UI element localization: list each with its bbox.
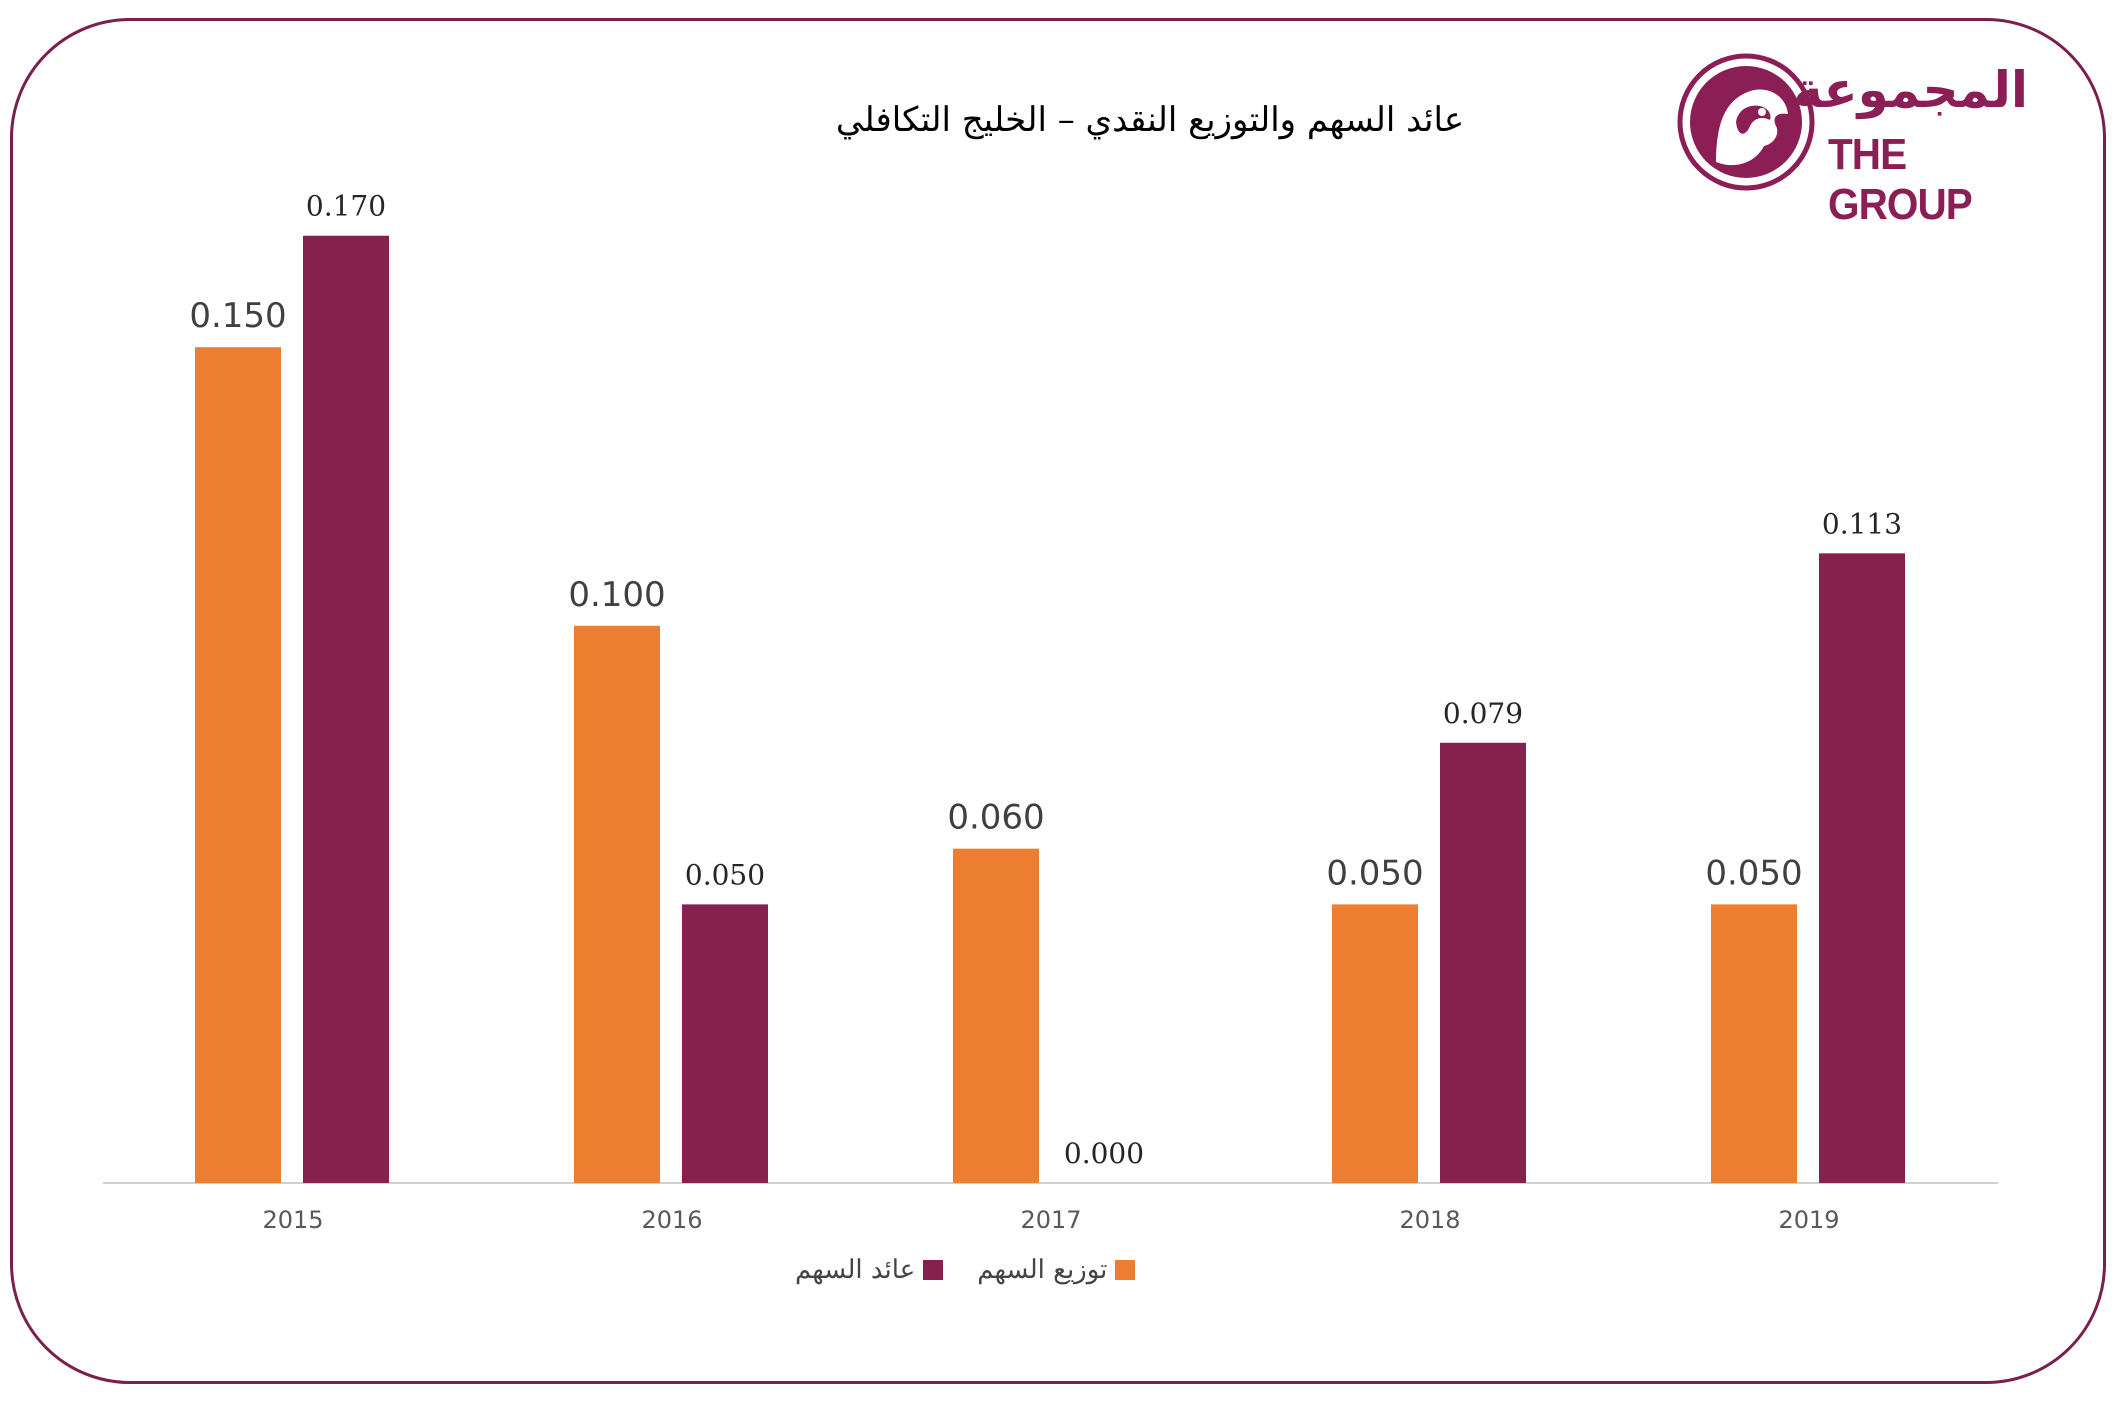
legend-swatch-orange bbox=[1115, 1260, 1136, 1280]
data-label-2017-series-2: 0.000 bbox=[1064, 1137, 1144, 1170]
bar-2018-series-1 bbox=[1332, 904, 1418, 1183]
data-label-2015-series-2: 0.170 bbox=[306, 190, 386, 223]
x-tick-label-2015: 2015 bbox=[262, 1206, 323, 1234]
bar-2017-series-1 bbox=[953, 848, 1039, 1183]
data-label-2018-series-2: 0.079 bbox=[1443, 697, 1523, 730]
legend-item-series-1: توزيع السهم bbox=[977, 1255, 1136, 1285]
bar-2015-series-2 bbox=[303, 235, 389, 1183]
slide-frame bbox=[10, 18, 2106, 1384]
falcon-head-icon bbox=[1677, 53, 1815, 191]
legend-item-series-2: عائد السهم bbox=[795, 1255, 944, 1285]
logo-english-text: THE GROUP bbox=[1828, 130, 1973, 229]
logo-arabic-text: المجموعة bbox=[1793, 61, 2028, 119]
x-tick-label-2019: 2019 bbox=[1778, 1206, 1839, 1234]
data-label-2018-series-1: 0.050 bbox=[1326, 853, 1423, 893]
data-label-2019-series-2: 0.113 bbox=[1822, 507, 1902, 540]
company-logo: المجموعة THE GROUP bbox=[1676, 52, 2120, 229]
bar-2016-series-1 bbox=[574, 625, 660, 1183]
chart-title: عائد السهم والتوزيع النقدي – الخليج التك… bbox=[835, 100, 1465, 140]
legend-label-series-1: توزيع السهم bbox=[977, 1255, 1108, 1285]
data-label-2019-series-1: 0.050 bbox=[1705, 853, 1802, 893]
bar-2018-series-2 bbox=[1440, 742, 1526, 1183]
data-label-2017-series-1: 0.060 bbox=[947, 798, 1044, 838]
chart-legend: توزيع السهم عائد السهم bbox=[795, 1253, 1136, 1287]
legend-label-series-2: عائد السهم bbox=[795, 1255, 916, 1285]
x-tick-label-2016: 2016 bbox=[641, 1206, 702, 1234]
bar-2019-series-1 bbox=[1711, 904, 1797, 1183]
x-tick-label-2017: 2017 bbox=[1020, 1206, 1081, 1234]
bar-2015-series-1 bbox=[195, 347, 281, 1184]
data-label-2016-series-2: 0.050 bbox=[685, 858, 765, 891]
data-label-2015-series-1: 0.150 bbox=[189, 296, 286, 336]
bar-2016-series-2 bbox=[682, 904, 768, 1183]
x-tick-label-2018: 2018 bbox=[1399, 1206, 1460, 1234]
bar-2019-series-2 bbox=[1819, 553, 1905, 1183]
data-label-2016-series-1: 0.100 bbox=[568, 575, 665, 615]
legend-swatch-maroon bbox=[923, 1260, 944, 1280]
